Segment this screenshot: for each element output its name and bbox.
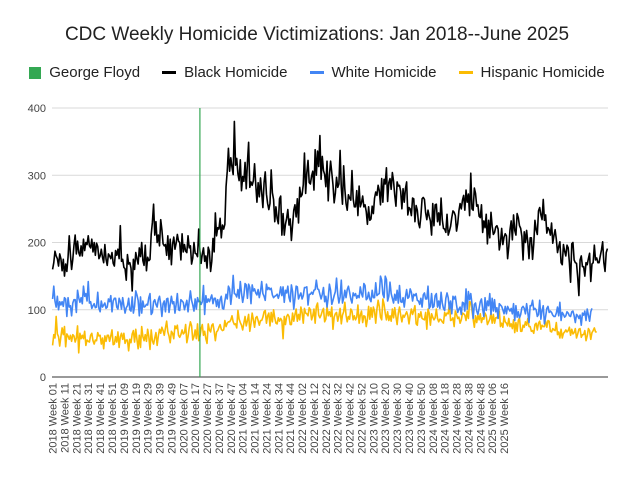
x-tick-label: 2022 Week 12: [309, 383, 321, 454]
y-tick-label: 300: [28, 170, 46, 182]
legend-label-george-floyd: George Floyd: [49, 64, 141, 81]
chart-title: CDC Weekly Homicide Victimizations: Jan …: [64, 24, 570, 45]
x-tick-label: 2023 Week 50: [416, 383, 428, 454]
x-tick-label: 2024 Week 38: [463, 383, 475, 454]
x-tick-label: 2020 Week 17: [190, 383, 202, 454]
x-tick-label: 2023 Week 40: [404, 383, 416, 454]
x-tick-label: 2020 Week 07: [178, 383, 190, 454]
legend-item-white-homicide: White Homicide: [309, 64, 437, 81]
legend-item-black-homicide: Black Homicide: [162, 64, 288, 81]
x-tick-label: 2021 Week 44: [285, 383, 297, 454]
x-tick-label: 2022 Week 32: [333, 383, 345, 454]
x-tick-label: 2021 Week 04: [238, 383, 250, 454]
x-tick-label: 2021 Week 14: [250, 383, 262, 454]
y-tick-label: 400: [28, 103, 46, 115]
x-tick-label: 2018 Week 01: [48, 383, 60, 454]
legend-label-white-homicide: White Homicide: [331, 64, 437, 81]
legend-swatch-hispanic-homicide: [458, 71, 473, 74]
x-tick-label: 2023 Week 10: [368, 383, 380, 454]
x-tick-label: 2024 Week 28: [452, 383, 464, 454]
series-line-white-homicide: [51, 274, 593, 327]
x-tick-label: 2018 Week 21: [71, 383, 83, 454]
x-tick-label: 2019 Week 29: [143, 383, 155, 454]
x-tick-label: 2018 Week 41: [95, 383, 107, 454]
x-tick-label: 2020 Week 27: [202, 383, 214, 454]
x-tick-label: 2019 Week 39: [155, 383, 167, 454]
x-tick-label: 2023 Week 20: [380, 383, 392, 454]
x-tick-label: 2018 Week 11: [59, 383, 71, 453]
y-tick-label: 200: [28, 238, 46, 250]
legend-item-george-floyd: George Floyd: [29, 64, 140, 81]
x-tick-label: 2019 Week 09: [119, 383, 131, 454]
x-tick-label: 2021 Week 24: [261, 383, 273, 454]
x-tick-label: 2024 Week 48: [475, 383, 487, 454]
x-tick-label: 2019 Week 49: [166, 383, 178, 454]
x-tick-label: 2018 Week 31: [83, 383, 95, 454]
x-tick-label: 2020 Week 37: [214, 383, 226, 454]
legend-swatch-white-homicide: [309, 71, 324, 74]
x-tick-label: 2022 Week 52: [356, 383, 368, 454]
y-tick-label: 0: [40, 372, 46, 384]
x-tick-label: 2022 Week 22: [321, 383, 333, 454]
legend: George Floyd Black Homicide White Homici…: [0, 64, 634, 81]
x-tick-label: 2024 Week 08: [428, 383, 440, 454]
x-tick-label: 2022 Week 42: [345, 383, 357, 454]
series-line-black-homicide: [51, 120, 609, 297]
legend-item-hispanic-homicide: Hispanic Homicide: [458, 64, 605, 81]
x-tick-label: 2022 Week 02: [297, 383, 309, 454]
legend-swatch-black-homicide: [162, 71, 177, 74]
x-tick-label: 2021 Week 34: [273, 383, 285, 454]
legend-swatch-george-floyd: [29, 66, 42, 79]
legend-label-hispanic-homicide: Hispanic Homicide: [480, 64, 605, 81]
x-tick-label: 2023 Week 30: [392, 383, 404, 454]
legend-label-black-homicide: Black Homicide: [184, 64, 288, 81]
series-line-hispanic-homicide: [51, 298, 597, 354]
x-tick-label: 2024 Week 18: [440, 383, 452, 454]
x-tick-label: 2025 Week 16: [499, 383, 511, 454]
x-tick-label: 2018 Week 51: [107, 383, 119, 454]
y-tick-label: 100: [28, 305, 46, 317]
x-tick-label: 2020 Week 47: [226, 383, 238, 454]
x-tick-label: 2025 Week 06: [487, 383, 499, 454]
x-tick-label: 2019 Week 19: [131, 383, 143, 454]
